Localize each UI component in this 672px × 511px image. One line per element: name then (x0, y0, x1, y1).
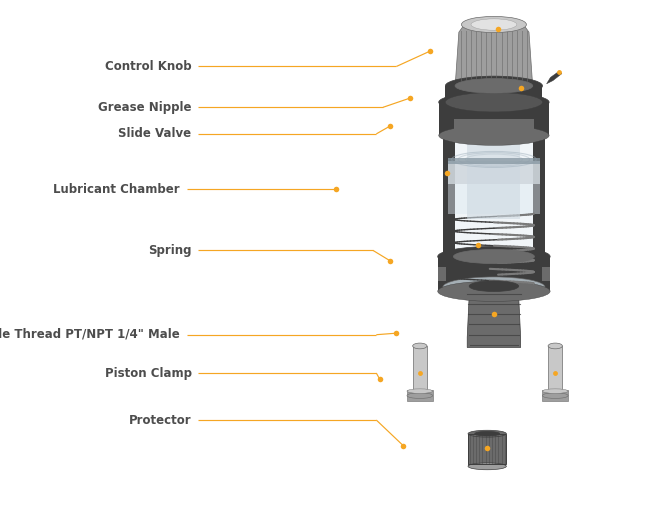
Ellipse shape (462, 16, 526, 33)
Ellipse shape (446, 92, 542, 112)
Bar (454, 119, 534, 131)
Bar (542, 390, 568, 401)
Text: Compatible Thread PT/NPT 1/4" Male: Compatible Thread PT/NPT 1/4" Male (0, 328, 180, 341)
Ellipse shape (455, 79, 533, 93)
Polygon shape (455, 25, 533, 86)
Ellipse shape (548, 343, 562, 349)
Bar (448, 161, 540, 184)
Ellipse shape (407, 389, 433, 393)
Ellipse shape (542, 389, 568, 393)
Bar (407, 390, 433, 401)
Bar (413, 346, 427, 394)
Bar (443, 128, 455, 287)
Ellipse shape (468, 463, 507, 470)
Bar (533, 128, 545, 287)
Bar (468, 434, 507, 466)
Ellipse shape (439, 92, 549, 112)
Bar (548, 346, 562, 394)
Ellipse shape (468, 430, 507, 437)
Ellipse shape (471, 19, 517, 30)
Bar (468, 434, 507, 464)
Ellipse shape (407, 393, 433, 399)
Ellipse shape (413, 343, 427, 349)
Bar (542, 267, 550, 281)
Ellipse shape (474, 431, 500, 436)
Ellipse shape (454, 249, 534, 264)
Ellipse shape (469, 281, 519, 291)
Ellipse shape (446, 76, 542, 96)
Text: Piston Clamp: Piston Clamp (105, 366, 192, 380)
Polygon shape (546, 71, 562, 84)
Text: Grease Nipple: Grease Nipple (98, 101, 192, 114)
Bar (437, 257, 550, 291)
Ellipse shape (439, 126, 549, 145)
Text: Spring: Spring (148, 244, 192, 257)
Ellipse shape (437, 246, 550, 267)
Text: Control Knob: Control Knob (105, 60, 192, 73)
Bar (439, 102, 549, 135)
Bar (467, 141, 521, 219)
Bar (438, 267, 446, 281)
Bar (446, 86, 542, 102)
Bar (448, 158, 540, 164)
Ellipse shape (443, 277, 545, 297)
Ellipse shape (443, 118, 545, 138)
Text: Slide Valve: Slide Valve (118, 127, 192, 141)
Bar (443, 128, 545, 287)
Text: Protector: Protector (129, 413, 192, 427)
Bar (448, 184, 540, 214)
Ellipse shape (437, 281, 550, 301)
Polygon shape (467, 286, 521, 347)
Ellipse shape (542, 393, 568, 399)
Text: Lubricant Chamber: Lubricant Chamber (54, 182, 180, 196)
Ellipse shape (455, 79, 533, 93)
